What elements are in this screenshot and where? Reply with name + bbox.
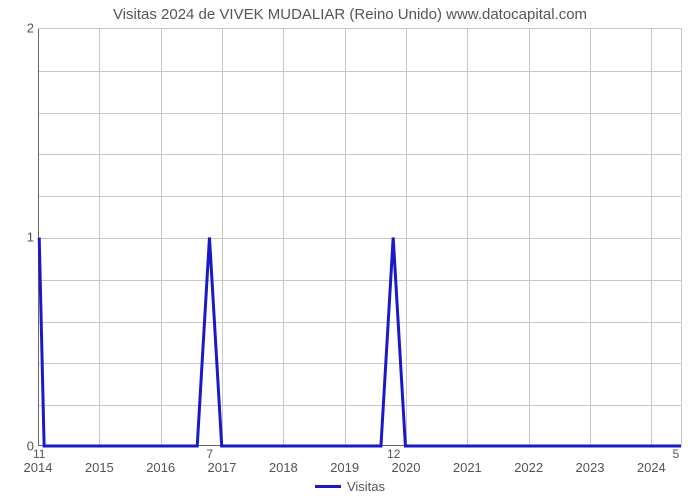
- legend-label: Visitas: [347, 479, 385, 494]
- y-tick-label: 1: [4, 230, 34, 245]
- plot-area: [38, 28, 682, 446]
- x-tick-label: 2015: [85, 460, 114, 475]
- x-tick-label: 2022: [514, 460, 543, 475]
- y-tick-label: 0: [4, 439, 34, 454]
- x-tick-label: 2018: [269, 460, 298, 475]
- legend-swatch: [315, 485, 341, 488]
- x-tick-label: 2019: [330, 460, 359, 475]
- x-tick-label: 2020: [392, 460, 421, 475]
- x-tick-label: 2014: [24, 460, 53, 475]
- x-tick-label: 2021: [453, 460, 482, 475]
- y-tick-label: 2: [4, 21, 34, 36]
- x-tick-label: 2023: [576, 460, 605, 475]
- line-series: [38, 29, 681, 446]
- data-label: 5: [673, 447, 680, 461]
- chart-title: Visitas 2024 de VIVEK MUDALIAR (Reino Un…: [0, 6, 700, 23]
- data-label: 7: [206, 447, 213, 461]
- data-label: 11: [33, 447, 45, 461]
- data-label: 12: [387, 447, 400, 461]
- x-tick-label: 2017: [208, 460, 237, 475]
- x-tick-label: 2016: [146, 460, 175, 475]
- x-tick-label: 2024: [637, 460, 666, 475]
- legend: Visitas: [0, 479, 700, 494]
